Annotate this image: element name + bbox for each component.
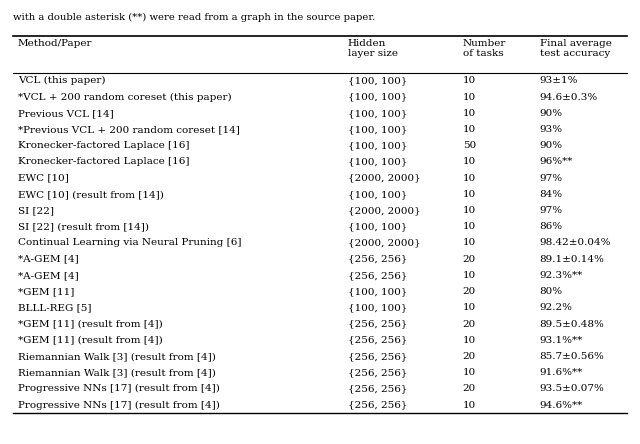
Text: 10: 10 — [463, 303, 476, 312]
Text: Hidden
layer size: Hidden layer size — [348, 39, 397, 58]
Text: *A-GEM [4]: *A-GEM [4] — [18, 255, 79, 264]
Text: 93%: 93% — [540, 125, 563, 134]
Text: SI [22]: SI [22] — [18, 206, 54, 215]
Text: 10: 10 — [463, 93, 476, 102]
Text: 10: 10 — [463, 109, 476, 118]
Text: VCL (this paper): VCL (this paper) — [18, 76, 106, 86]
Text: {256, 256}: {256, 256} — [348, 368, 407, 377]
Text: *A-GEM [4]: *A-GEM [4] — [18, 271, 79, 280]
Text: 20: 20 — [463, 320, 476, 329]
Text: 10: 10 — [463, 158, 476, 166]
Text: 10: 10 — [463, 222, 476, 231]
Text: 97%: 97% — [540, 206, 563, 215]
Text: 94.6±0.3%: 94.6±0.3% — [540, 93, 598, 102]
Text: Progressive NNs [17] (result from [4]): Progressive NNs [17] (result from [4]) — [18, 384, 220, 393]
Text: Continual Learning via Neural Pruning [6]: Continual Learning via Neural Pruning [6… — [18, 238, 241, 247]
Text: {2000, 2000}: {2000, 2000} — [348, 174, 420, 182]
Text: {100, 100}: {100, 100} — [348, 303, 407, 312]
Text: 93.5±0.07%: 93.5±0.07% — [540, 385, 604, 393]
Text: 98.42±0.04%: 98.42±0.04% — [540, 238, 611, 247]
Text: Riemannian Walk [3] (result from [4]): Riemannian Walk [3] (result from [4]) — [18, 368, 216, 377]
Text: 97%: 97% — [540, 174, 563, 182]
Text: Progressive NNs [17] (result from [4]): Progressive NNs [17] (result from [4]) — [18, 400, 220, 410]
Text: 85.7±0.56%: 85.7±0.56% — [540, 352, 604, 361]
Text: {100, 100}: {100, 100} — [348, 158, 407, 166]
Text: 10: 10 — [463, 336, 476, 345]
Text: {256, 256}: {256, 256} — [348, 385, 407, 393]
Text: {100, 100}: {100, 100} — [348, 76, 407, 85]
Text: EWC [10] (result from [14]): EWC [10] (result from [14]) — [18, 190, 164, 199]
Text: {256, 256}: {256, 256} — [348, 320, 407, 329]
Text: {100, 100}: {100, 100} — [348, 125, 407, 134]
Text: Final average
test accuracy: Final average test accuracy — [540, 39, 611, 58]
Text: EWC [10]: EWC [10] — [18, 174, 68, 182]
Text: 10: 10 — [463, 238, 476, 247]
Text: {2000, 2000}: {2000, 2000} — [348, 238, 420, 247]
Text: 10: 10 — [463, 125, 476, 134]
Text: Riemannian Walk [3] (result from [4]): Riemannian Walk [3] (result from [4]) — [18, 352, 216, 361]
Text: {256, 256}: {256, 256} — [348, 400, 407, 409]
Text: SI [22] (result from [14]): SI [22] (result from [14]) — [18, 222, 149, 231]
Text: Number
of tasks: Number of tasks — [463, 39, 506, 58]
Text: {100, 100}: {100, 100} — [348, 109, 407, 118]
Text: Method/Paper: Method/Paper — [18, 39, 92, 48]
Text: Previous VCL [14]: Previous VCL [14] — [18, 109, 114, 118]
Text: 93±1%: 93±1% — [540, 76, 578, 85]
Text: {2000, 2000}: {2000, 2000} — [348, 206, 420, 215]
Text: Kronecker-factored Laplace [16]: Kronecker-factored Laplace [16] — [18, 158, 189, 166]
Text: {256, 256}: {256, 256} — [348, 255, 407, 264]
Text: {100, 100}: {100, 100} — [348, 222, 407, 231]
Text: 10: 10 — [463, 368, 476, 377]
Text: 94.6%**: 94.6%** — [540, 400, 583, 409]
Text: 89.1±0.14%: 89.1±0.14% — [540, 255, 604, 264]
Text: 50: 50 — [463, 141, 476, 150]
Text: 96%**: 96%** — [540, 158, 573, 166]
Text: *GEM [11] (result from [4]): *GEM [11] (result from [4]) — [18, 336, 163, 345]
Text: 20: 20 — [463, 287, 476, 296]
Text: Kronecker-factored Laplace [16]: Kronecker-factored Laplace [16] — [18, 141, 189, 150]
Text: 84%: 84% — [540, 190, 563, 199]
Text: {100, 100}: {100, 100} — [348, 141, 407, 150]
Text: 10: 10 — [463, 400, 476, 409]
Text: *GEM [11] (result from [4]): *GEM [11] (result from [4]) — [18, 320, 163, 329]
Text: {100, 100}: {100, 100} — [348, 287, 407, 296]
Text: 91.6%**: 91.6%** — [540, 368, 583, 377]
Text: {256, 256}: {256, 256} — [348, 271, 407, 280]
Text: with a double asterisk (**) were read from a graph in the source paper.: with a double asterisk (**) were read fr… — [13, 12, 375, 22]
Text: 90%: 90% — [540, 109, 563, 118]
Text: 10: 10 — [463, 271, 476, 280]
Text: *VCL + 200 random coreset (this paper): *VCL + 200 random coreset (this paper) — [18, 92, 232, 102]
Text: {100, 100}: {100, 100} — [348, 190, 407, 199]
Text: 92.3%**: 92.3%** — [540, 271, 583, 280]
Text: 80%: 80% — [540, 287, 563, 296]
Text: BLLL-REG [5]: BLLL-REG [5] — [18, 303, 92, 312]
Text: 90%: 90% — [540, 141, 563, 150]
Text: 86%: 86% — [540, 222, 563, 231]
Text: 10: 10 — [463, 76, 476, 85]
Text: *Previous VCL + 200 random coreset [14]: *Previous VCL + 200 random coreset [14] — [18, 125, 240, 134]
Text: 93.1%**: 93.1%** — [540, 336, 583, 345]
Text: *GEM [11]: *GEM [11] — [18, 287, 74, 296]
Text: 89.5±0.48%: 89.5±0.48% — [540, 320, 604, 329]
Text: {100, 100}: {100, 100} — [348, 93, 407, 102]
Text: 10: 10 — [463, 190, 476, 199]
Text: {256, 256}: {256, 256} — [348, 352, 407, 361]
Text: 92.2%: 92.2% — [540, 303, 573, 312]
Text: {256, 256}: {256, 256} — [348, 336, 407, 345]
Text: 10: 10 — [463, 206, 476, 215]
Text: 10: 10 — [463, 174, 476, 182]
Text: 20: 20 — [463, 352, 476, 361]
Text: 20: 20 — [463, 385, 476, 393]
Text: 20: 20 — [463, 255, 476, 264]
